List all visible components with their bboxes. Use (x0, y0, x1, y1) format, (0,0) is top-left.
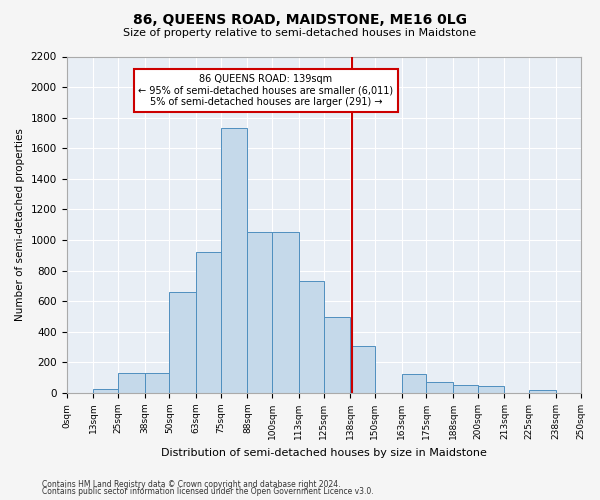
Bar (453, 384, 478, 393)
Text: 86 QUEENS ROAD: 139sqm
← 95% of semi-detached houses are smaller (6,011)
5% of s: 86 QUEENS ROAD: 139sqm ← 95% of semi-det… (139, 74, 394, 107)
Bar (323, 316, 350, 393)
Bar (529, 390, 556, 393)
Bar (350, 346, 375, 393)
Bar (299, 282, 323, 393)
Bar (93, 389, 118, 393)
Bar (169, 292, 196, 393)
Text: Contains HM Land Registry data © Crown copyright and database right 2024.: Contains HM Land Registry data © Crown c… (42, 480, 341, 489)
Y-axis label: Number of semi-detached properties: Number of semi-detached properties (15, 128, 25, 321)
Text: 86, QUEENS ROAD, MAIDSTONE, ME16 0LG: 86, QUEENS ROAD, MAIDSTONE, ME16 0LG (133, 12, 467, 26)
Text: Contains public sector information licensed under the Open Government Licence v3: Contains public sector information licen… (42, 487, 374, 496)
Bar (427, 382, 453, 393)
Bar (478, 386, 505, 393)
Bar (118, 373, 145, 393)
Bar (401, 374, 427, 393)
Bar (145, 373, 169, 393)
Bar (196, 252, 221, 393)
Text: Size of property relative to semi-detached houses in Maidstone: Size of property relative to semi-detach… (124, 28, 476, 38)
Bar (272, 232, 299, 393)
Bar (221, 128, 247, 393)
Bar (247, 232, 272, 393)
X-axis label: Distribution of semi-detached houses by size in Maidstone: Distribution of semi-detached houses by … (161, 448, 487, 458)
